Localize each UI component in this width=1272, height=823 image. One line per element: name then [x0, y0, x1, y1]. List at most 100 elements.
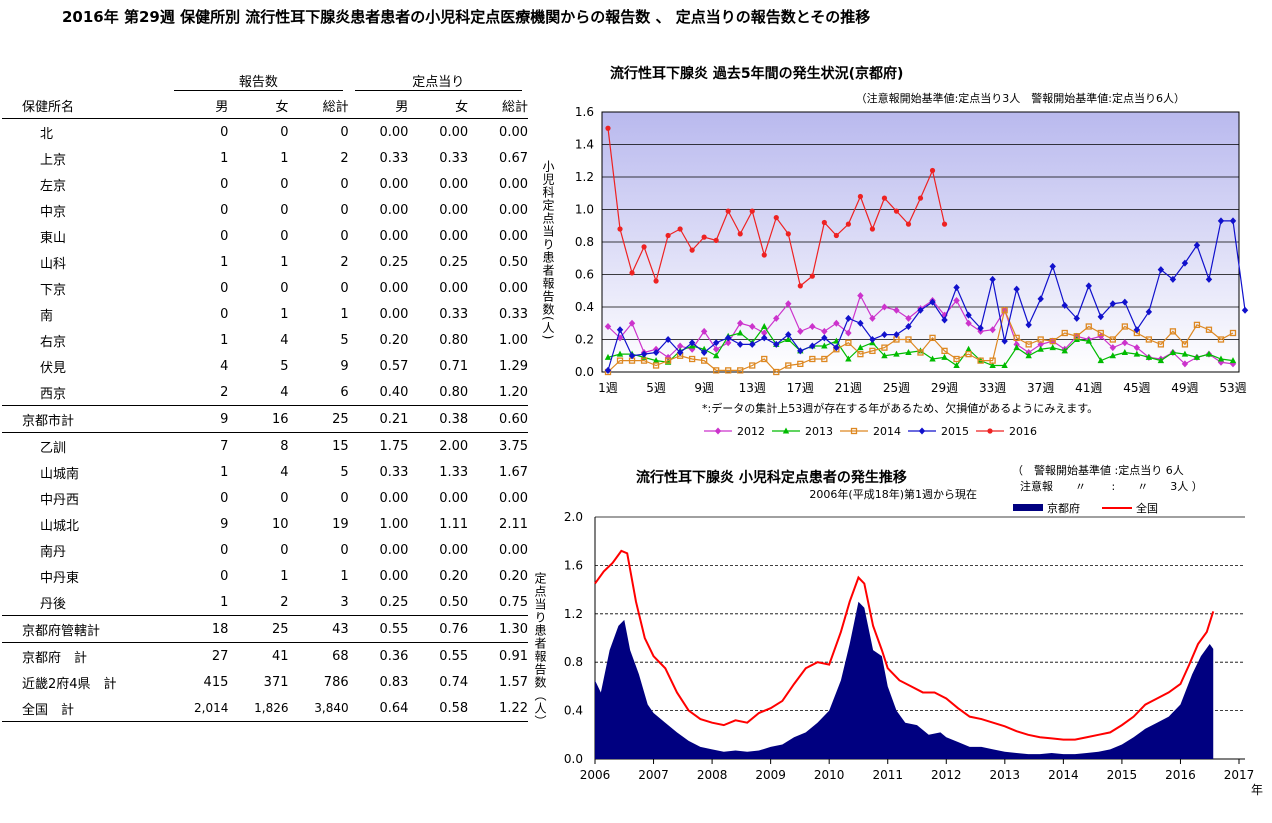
row-name: 山城北 — [40, 518, 80, 534]
column-header: 女 — [455, 100, 469, 115]
row-value: 1 — [280, 306, 289, 322]
row-value: 0.00 — [468, 118, 528, 145]
x-tick-label: 5週 — [646, 381, 666, 395]
table-row: 西京 2 4 6 0.40 0.80 1.20 — [2, 379, 528, 406]
data-point — [1121, 298, 1129, 306]
data-point — [918, 427, 926, 435]
data-point — [773, 368, 780, 376]
data-point — [881, 352, 888, 359]
data-point — [893, 208, 900, 214]
row-value: 2 — [220, 384, 229, 400]
row-value: 0.25 — [379, 254, 409, 270]
row-name: 上京 — [40, 152, 67, 168]
row-value: 0 — [340, 202, 349, 218]
data-point — [641, 244, 647, 250]
row-value: 0 — [280, 176, 289, 192]
row-value: 0.00 — [379, 490, 409, 506]
row-value: 0.00 — [499, 228, 528, 244]
row-value: 0 — [220, 306, 229, 322]
data-point — [1037, 345, 1044, 352]
legend-label: 2016 — [1009, 425, 1037, 438]
data-point — [881, 344, 888, 351]
data-point — [1061, 301, 1068, 309]
data-point — [1109, 300, 1117, 308]
table-row: 下京 0 0 0 0.00 0.00 0.00 — [2, 275, 528, 301]
data-point — [821, 219, 827, 226]
table-row: 京都府管轄計 18 25 43 0.55 0.76 1.30 — [2, 615, 528, 643]
row-value: 1 — [280, 568, 289, 584]
table-row: 全国 計 2,014 1,826 3,840 0.64 0.58 1.22 — [2, 695, 528, 722]
data-point — [1229, 217, 1237, 225]
data-point — [929, 334, 936, 342]
y-tick-label: 1.0 — [575, 203, 594, 217]
data-point — [1001, 362, 1008, 368]
row-value: 0.00 — [499, 490, 528, 506]
data-point — [785, 231, 791, 237]
x-tick-label: 2007 — [638, 768, 669, 782]
column-header: 総計 — [322, 100, 349, 115]
row-name: 右京 — [40, 334, 67, 350]
data-point — [1061, 347, 1068, 354]
page-title: 2016年 第29週 保健所別 流行性耳下腺炎患者患者の小児科定点医療機関からの… — [62, 8, 871, 26]
data-point — [1181, 360, 1189, 368]
row-value: 3 — [340, 594, 349, 610]
row-value: 1.57 — [499, 674, 528, 690]
row-value: 2,014 — [168, 695, 229, 722]
row-value: 0.33 — [379, 150, 409, 166]
x-tick-label: 53週 — [1219, 381, 1246, 395]
y-tick-label: 0.2 — [575, 333, 594, 347]
row-value: 27 — [168, 642, 229, 669]
row-value: 9 — [340, 358, 349, 374]
data-point — [1001, 337, 1008, 345]
row-value: 0.83 — [379, 674, 409, 690]
data-point — [604, 323, 612, 330]
row-value: 3.75 — [468, 432, 528, 459]
row-name: 東山 — [40, 230, 67, 246]
data-point — [785, 300, 792, 308]
row-value: 2.11 — [499, 516, 528, 532]
row-value: 25 — [228, 615, 289, 643]
y-tick-label: 1.2 — [564, 607, 583, 621]
y-tick-label: 1.6 — [564, 558, 583, 572]
data-point — [629, 270, 635, 276]
data-point — [809, 273, 815, 279]
row-value: 0.25 — [379, 594, 409, 610]
row-name: 山城南 — [40, 466, 80, 482]
row-name: 全国 計 — [2, 695, 169, 722]
chart-note: （ 警報開始基準値 :定点当り 6人 — [1012, 463, 1184, 477]
row-value: 1 — [220, 594, 229, 610]
legend-label: 2013 — [805, 425, 833, 438]
row-value: 0 — [280, 280, 289, 296]
row-value: 0 — [340, 280, 349, 296]
table-row: 近畿2府4県 計 415 371 786 0.83 0.74 1.57 — [2, 669, 528, 695]
row-value: 0.00 — [499, 542, 528, 558]
row-value: 0 — [220, 202, 229, 218]
data-point — [1133, 350, 1141, 357]
column-header: 総計 — [501, 100, 528, 115]
data-point — [893, 350, 900, 357]
data-point — [893, 331, 900, 339]
data-point — [1157, 341, 1165, 348]
chart-note: *:データの集計上53週が存在する年があるため、欠損値があるようにみえます。 — [702, 401, 1098, 415]
row-value: 0 — [220, 176, 229, 192]
row-name: 中丹西 — [40, 492, 80, 508]
row-value: 0.36 — [348, 642, 409, 669]
row-name: 西京 — [40, 386, 67, 402]
data-point — [1097, 357, 1104, 364]
row-value: 0 — [280, 490, 289, 506]
y-tick-label: 0.0 — [575, 365, 594, 379]
data-point — [761, 355, 768, 363]
row-name: 山科 — [40, 256, 67, 272]
chart-title: 流行性耳下腺炎 過去5年間の発生状況(京都府) — [610, 65, 903, 82]
data-point — [1193, 353, 1201, 360]
data-point — [1037, 336, 1044, 343]
data-point — [761, 323, 768, 329]
row-value: 0.76 — [408, 615, 469, 643]
row-name: 南丹 — [40, 544, 67, 560]
data-point — [965, 350, 972, 358]
row-value: 9 — [220, 516, 229, 532]
row-name: 京都府 計 — [2, 642, 169, 669]
row-value: 0.64 — [348, 695, 409, 722]
series-line-2015 — [607, 220, 1246, 371]
data-point — [1025, 321, 1032, 329]
